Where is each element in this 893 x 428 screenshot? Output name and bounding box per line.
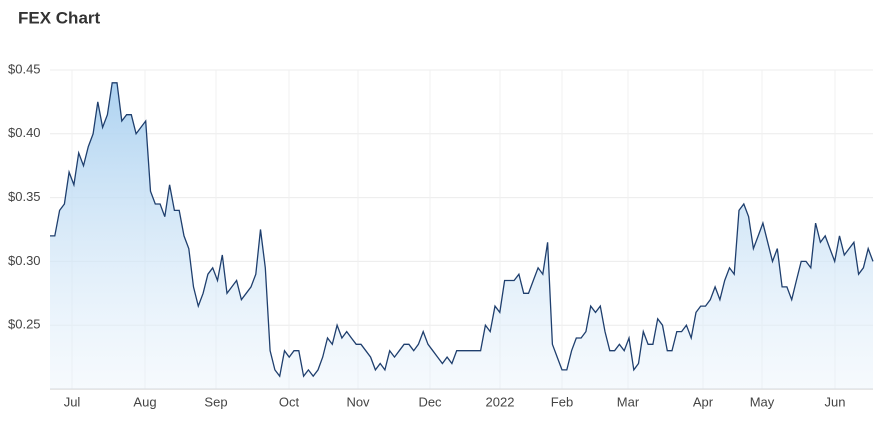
x-tick-label: May xyxy=(750,394,775,409)
y-tick-label: $0.35 xyxy=(8,189,41,204)
x-tick-label: Nov xyxy=(346,394,370,409)
x-tick-label: Mar xyxy=(617,394,640,409)
chart-title: FEX Chart xyxy=(18,8,101,27)
x-tick-label: Oct xyxy=(279,394,300,409)
y-tick-label: $0.45 xyxy=(8,61,41,76)
y-tick-label: $0.25 xyxy=(8,317,41,332)
x-tick-label: Dec xyxy=(418,394,442,409)
x-tick-label: Feb xyxy=(551,394,573,409)
price-line xyxy=(50,82,874,378)
x-tick-label: Sep xyxy=(204,394,227,409)
x-tick-label: 2022 xyxy=(486,394,515,409)
x-tick-label: Aug xyxy=(133,394,156,409)
y-tick-label: $0.30 xyxy=(8,253,41,268)
x-tick-label: Jun xyxy=(825,394,846,409)
y-tick-label: $0.40 xyxy=(8,125,41,140)
x-tick-label: Jul xyxy=(64,394,81,409)
x-tick-label: Apr xyxy=(693,394,714,409)
area xyxy=(50,82,873,390)
